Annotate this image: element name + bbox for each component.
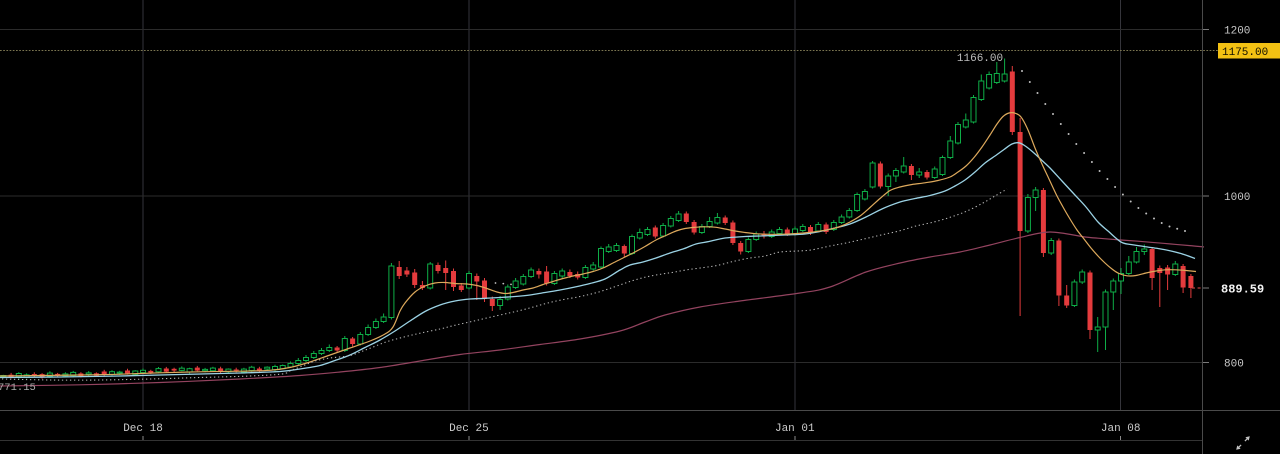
svg-text:889.59: 889.59 (1221, 283, 1264, 297)
svg-text:800: 800 (1224, 359, 1244, 371)
svg-text:Dec 18: Dec 18 (123, 423, 163, 435)
svg-text:1166.00: 1166.00 (957, 53, 1003, 65)
svg-text:Dec 25: Dec 25 (449, 423, 489, 435)
svg-text:Jan 08: Jan 08 (1101, 423, 1141, 435)
svg-text:1200: 1200 (1224, 26, 1250, 38)
svg-text:Jan 01: Jan 01 (775, 423, 815, 435)
svg-text:1000: 1000 (1224, 192, 1250, 204)
svg-text:771.15: 771.15 (0, 382, 36, 394)
svg-text:1175.00: 1175.00 (1222, 47, 1268, 59)
